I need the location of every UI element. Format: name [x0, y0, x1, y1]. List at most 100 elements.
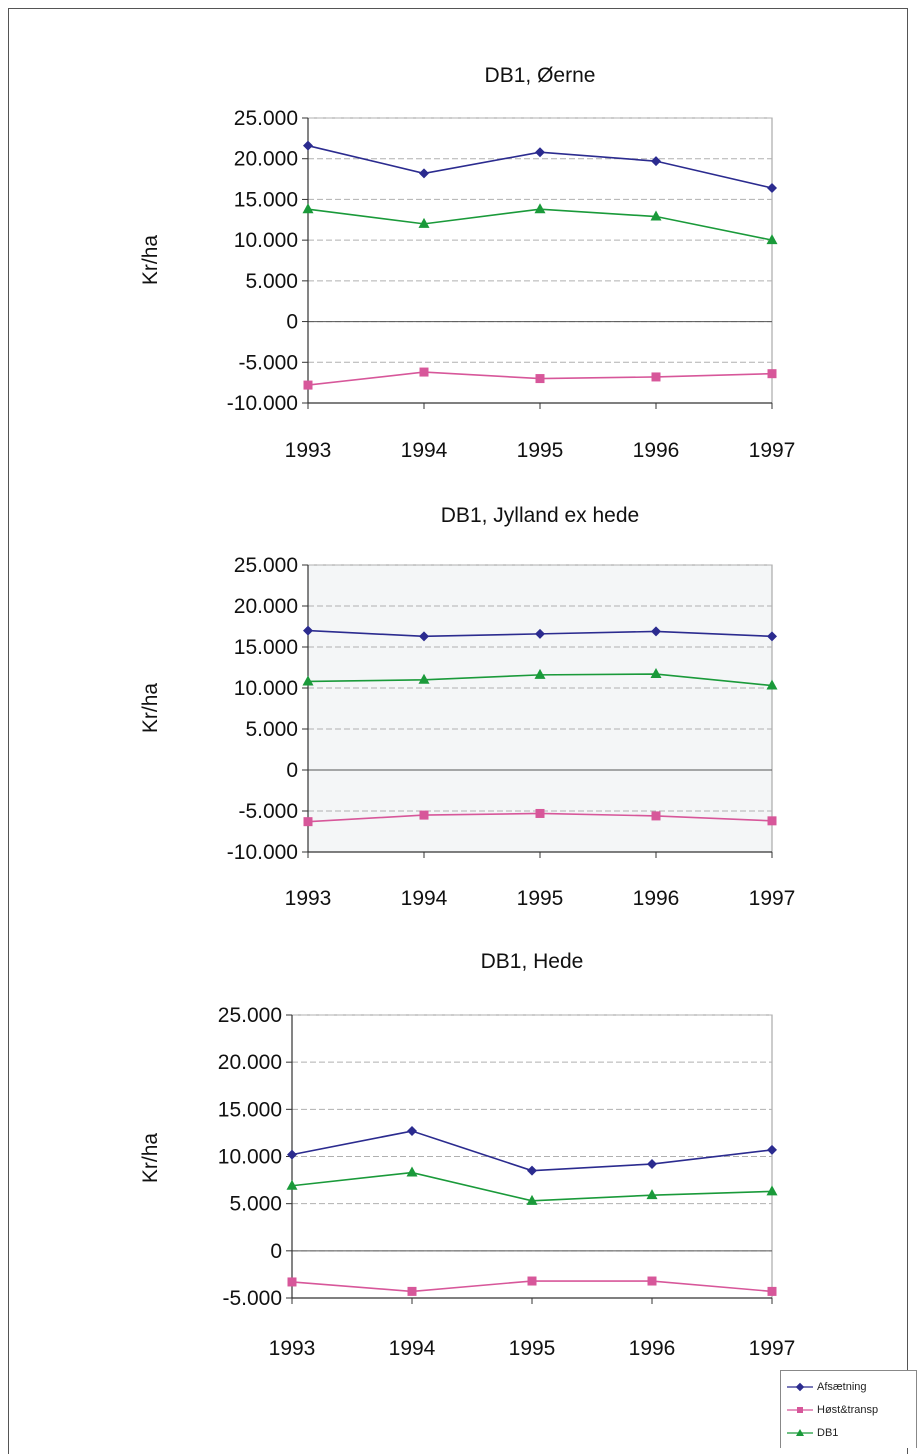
chart1-point-afs-tning: [419, 168, 429, 179]
chart2-x-tick-label: 1997: [749, 887, 796, 910]
chart2-y-tick-label: 20.000: [234, 595, 298, 618]
chart1-point-afs-tning: [535, 147, 545, 158]
chart1-point-db1: [766, 234, 778, 245]
chart2-point-h-st-transp: [767, 816, 777, 826]
chart2-point-h-st-transp: [535, 808, 545, 818]
chart1-y-axis-label: Kr/ha: [139, 235, 162, 286]
chart1-y-tick-label: 15.000: [234, 188, 298, 211]
chart3-point-h-st-transp: [527, 1276, 537, 1286]
chart1-x-tick-label: 1994: [401, 439, 448, 462]
chart2-x-tick-label: 1994: [401, 887, 448, 910]
chart3-y-axis-label: Kr/ha: [139, 1133, 162, 1184]
chart3-point-afs-tning: [287, 1149, 297, 1160]
chart2-y-tick-label: -10.000: [227, 841, 298, 864]
chart1-point-afs-tning: [651, 156, 661, 167]
chart2-y-tick-label: 15.000: [234, 636, 298, 659]
chart3-y-tick-label: 0: [270, 1240, 282, 1263]
chart2-point-afs-tning: [651, 626, 661, 637]
chart2-x-tick-label: 1996: [633, 887, 680, 910]
chart2-y-tick-label: 10.000: [234, 677, 298, 700]
chart3-title: DB1, Hede: [481, 950, 584, 973]
chart2-point-db1: [766, 679, 778, 690]
chart1-y-tick-label: 0: [286, 311, 298, 334]
chart2-x-tick-label: 1993: [285, 887, 332, 910]
chart3-point-afs-tning: [767, 1144, 777, 1155]
chart1-point-h-st-transp: [767, 369, 777, 379]
chart2-point-afs-tning: [303, 625, 313, 636]
chart1-point-h-st-transp: [419, 367, 429, 377]
legend-item-host-transp: Høst&transp: [787, 1398, 910, 1421]
chart3-y-tick-label: -5.000: [222, 1287, 282, 1310]
chart1-y-tick-label: 25.000: [234, 107, 298, 130]
chart3-x-tick-label: 1995: [509, 1337, 556, 1360]
chart2-point-db1: [418, 673, 430, 684]
chart2-point-h-st-transp: [419, 810, 429, 820]
chart2-y-tick-label: 0: [286, 759, 298, 782]
legend-label-host-transp: Høst&transp: [817, 1403, 879, 1416]
chart3-point-h-st-transp: [407, 1286, 417, 1296]
chart1-point-afs-tning: [303, 140, 313, 151]
chart1-y-tick-label: 5.000: [245, 270, 298, 293]
chart1-plot-area: [307, 117, 773, 404]
chart1-x-tick-label: 1997: [749, 439, 796, 462]
chart3-point-afs-tning: [647, 1159, 657, 1170]
chart2-y-tick-label: 5.000: [245, 718, 298, 741]
chart3-y-tick-label: 5.000: [229, 1193, 282, 1216]
chart2-x-tick-label: 1995: [517, 887, 564, 910]
legend-item-db1: DB1: [787, 1421, 910, 1444]
chart3-point-db1: [526, 1194, 538, 1205]
figure-frame: [8, 8, 908, 1454]
chart3-point-db1: [286, 1179, 298, 1190]
chart1-point-h-st-transp: [535, 374, 545, 384]
chart3-point-h-st-transp: [647, 1276, 657, 1286]
chart2-point-db1: [302, 675, 314, 686]
chart2-y-tick-label: -5.000: [238, 800, 298, 823]
chart2-point-h-st-transp: [303, 817, 313, 827]
legend-swatch-afsaetning: [787, 1382, 813, 1391]
chart3-point-h-st-transp: [287, 1277, 297, 1287]
chart1-title: DB1, Øerne: [485, 64, 596, 87]
chart3-point-afs-tning: [527, 1165, 537, 1176]
chart1-y-tick-label: 10.000: [234, 229, 298, 252]
chart1-y-tick-label: -10.000: [227, 392, 298, 415]
chart2-point-afs-tning: [419, 631, 429, 642]
legend-swatch-host-transp: [787, 1406, 813, 1413]
legend-item-afsaetning: Afsætning: [787, 1375, 910, 1398]
chart1-point-db1: [650, 210, 662, 221]
chart2-y-tick-label: 25.000: [234, 554, 298, 577]
chart3-point-db1: [766, 1185, 778, 1196]
chart2-point-db1: [650, 668, 662, 679]
chart2-point-afs-tning: [767, 631, 777, 642]
chart2-point-afs-tning: [535, 628, 545, 639]
chart1-x-tick-label: 1996: [633, 439, 680, 462]
chart3-y-tick-label: 25.000: [218, 1004, 282, 1027]
chart2-plot-area: [307, 564, 773, 853]
chart1-point-h-st-transp: [303, 380, 313, 390]
chart1-point-h-st-transp: [651, 372, 661, 382]
chart1-y-tick-label: -5.000: [238, 351, 298, 374]
chart1-point-afs-tning: [767, 183, 777, 194]
chart3-y-tick-label: 10.000: [218, 1146, 282, 1169]
chart2-title: DB1, Jylland ex hede: [441, 504, 639, 527]
chart1-x-tick-label: 1995: [517, 439, 564, 462]
legend: Afsætning Høst&transp DB1: [780, 1370, 917, 1448]
legend-label-db1: DB1: [817, 1426, 839, 1439]
chart1-point-db1: [418, 217, 430, 228]
chart3-point-h-st-transp: [767, 1286, 777, 1296]
chart3-point-afs-tning: [407, 1126, 417, 1137]
chart2-point-h-st-transp: [651, 811, 661, 821]
chart1-point-db1: [534, 203, 546, 214]
chart3-x-tick-label: 1997: [749, 1337, 796, 1360]
chart2-point-db1: [534, 668, 546, 679]
legend-swatch-db1: [787, 1428, 813, 1436]
legend-label-afsaetning: Afsætning: [817, 1380, 867, 1393]
chart1-y-tick-label: 20.000: [234, 148, 298, 171]
chart1-x-tick-label: 1993: [285, 439, 332, 462]
chart3-y-tick-label: 15.000: [218, 1098, 282, 1121]
chart2-y-axis-label: Kr/ha: [139, 683, 162, 734]
chart3-point-db1: [406, 1166, 418, 1177]
chart1-point-db1: [302, 203, 314, 214]
chart3-point-db1: [646, 1189, 658, 1200]
chart3-x-tick-label: 1994: [389, 1337, 436, 1360]
